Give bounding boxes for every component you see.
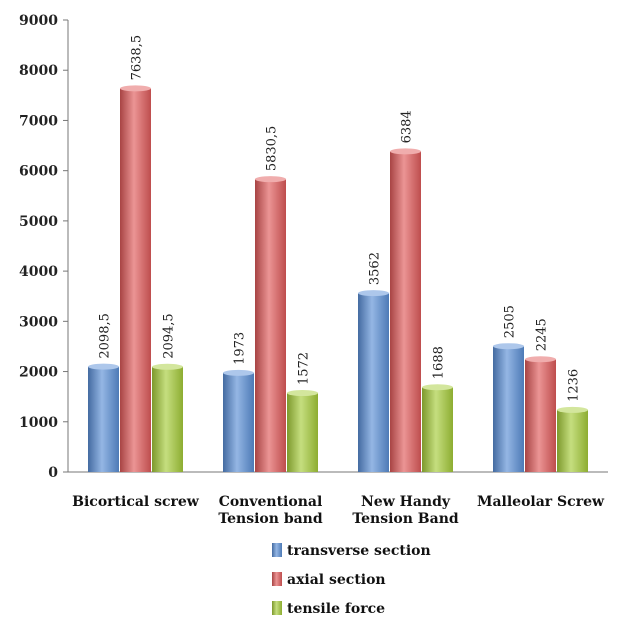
bar-body <box>422 387 453 472</box>
bar-cap <box>493 343 524 350</box>
legend-label: transverse section <box>287 543 431 559</box>
bar-cap <box>422 384 453 391</box>
bar-cap <box>88 363 119 370</box>
y-axis-ticks: 0 1000 2000 3000 4000 5000 6000 7000 8000 9000 <box>19 13 68 481</box>
data-label: 2245 <box>535 318 550 351</box>
bar-body <box>255 179 286 473</box>
bar-body <box>152 366 183 472</box>
data-label: 1236 <box>567 369 582 402</box>
y-tick-label: 6000 <box>19 164 58 180</box>
bar <box>358 290 389 472</box>
x-tick-label: Conventional Tension band <box>218 494 323 527</box>
data-label: 2505 <box>503 305 518 338</box>
bar-cap <box>390 148 421 155</box>
bar <box>152 363 183 472</box>
data-label: 2094,5 <box>162 313 177 359</box>
legend-swatch <box>272 572 282 586</box>
bar <box>525 356 556 472</box>
y-tick-label: 7000 <box>19 113 58 129</box>
data-label: 1973 <box>233 332 248 365</box>
y-tick-label: 4000 <box>19 264 58 280</box>
legend-item: transverse section <box>272 543 431 559</box>
bar-cap <box>557 406 588 413</box>
data-label: 3562 <box>368 252 383 285</box>
y-tick-label: 8000 <box>19 63 58 79</box>
bar-cap <box>120 85 151 92</box>
bar-cap <box>223 369 254 376</box>
bar-cap <box>525 356 556 363</box>
bar <box>120 85 151 472</box>
data-label: 1572 <box>297 352 312 385</box>
bar-body <box>223 372 254 472</box>
legend-label: tensile force <box>287 601 385 617</box>
bar <box>88 363 119 472</box>
data-label: 7638,5 <box>130 35 145 81</box>
bar-body <box>390 151 421 472</box>
bar <box>557 406 588 472</box>
bar-body <box>525 359 556 472</box>
data-label: 5830,5 <box>265 126 280 172</box>
bar-cap <box>255 176 286 183</box>
bar <box>390 148 421 472</box>
legend-item: tensile force <box>272 601 385 617</box>
legend: transverse section axial section tensile f… <box>272 543 431 617</box>
bar <box>422 384 453 472</box>
bar-body <box>88 366 119 472</box>
bar-cap <box>287 390 318 397</box>
bar <box>255 176 286 473</box>
bar <box>493 343 524 472</box>
bar <box>223 369 254 472</box>
legend-label: axial section <box>287 572 386 588</box>
legend-item: axial section <box>272 572 386 588</box>
bar-cap <box>152 363 183 370</box>
bar-body <box>120 88 151 472</box>
legend-swatch <box>272 601 282 615</box>
legend-swatch <box>272 543 282 557</box>
x-tick-label: Bicortical screw <box>72 494 200 510</box>
bar-body <box>358 293 389 472</box>
y-tick-label: 2000 <box>19 365 58 381</box>
y-tick-label: 1000 <box>19 415 58 431</box>
x-tick-label: New Handy Tension Band <box>352 494 459 527</box>
data-label: 2098,5 <box>98 313 113 359</box>
x-axis-labels: Bicortical screw Conventional Tension band… <box>72 494 605 527</box>
bar-cap <box>358 290 389 297</box>
y-tick-label: 5000 <box>19 214 58 230</box>
bar-body <box>287 393 318 472</box>
y-tick-label: 3000 <box>19 314 58 330</box>
y-tick-label: 0 <box>48 465 58 481</box>
data-label: 6384 <box>400 110 415 143</box>
x-tick-label: Malleolar Screw <box>477 494 605 510</box>
bar-body <box>493 346 524 472</box>
data-label: 1688 <box>432 346 447 379</box>
bars: 2098,5 7638,5 2094,5 1973 5830,5 1572 3562 6384… <box>88 35 588 473</box>
bar-body <box>557 409 588 472</box>
y-tick-label: 9000 <box>19 13 58 29</box>
bar <box>287 390 318 472</box>
